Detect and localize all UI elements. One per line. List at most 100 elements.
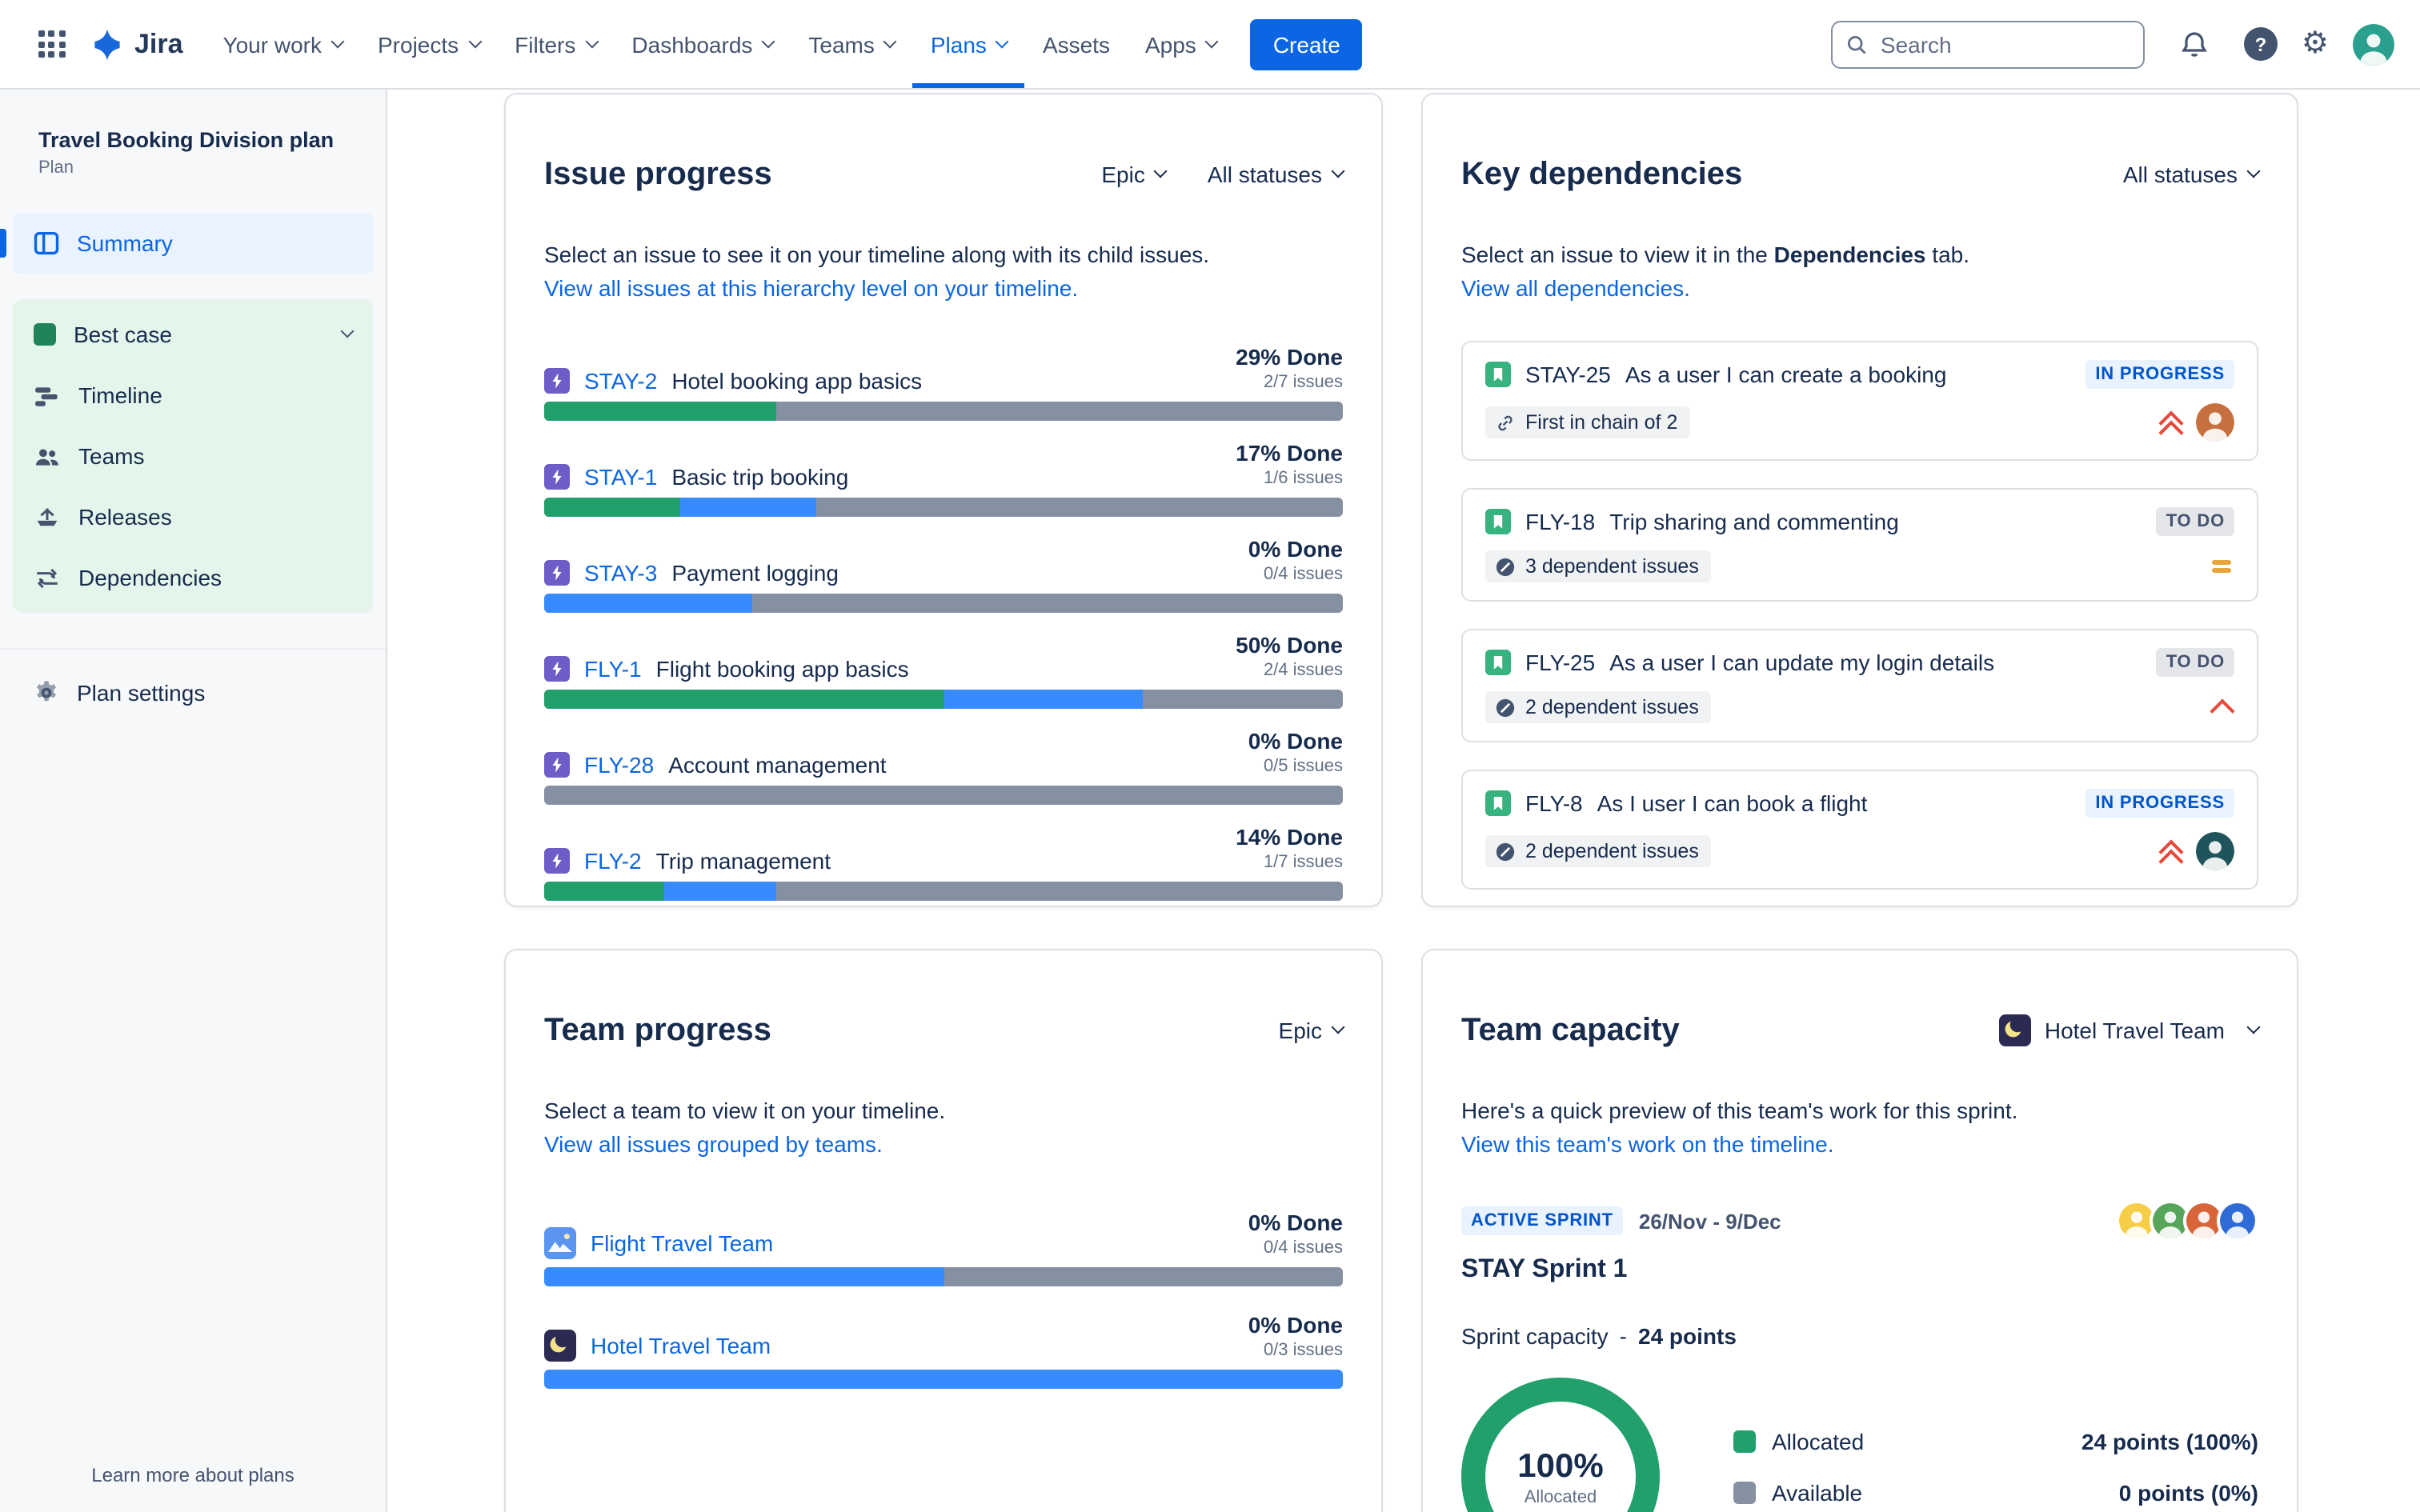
card-description: Here's a quick preview of this team's wo… [1461, 1098, 2018, 1124]
learn-more-link[interactable]: Learn more about plans [91, 1464, 294, 1486]
issue-count: 1/7 issues [1263, 853, 1343, 873]
sidebar-item-label: Dependencies [78, 565, 222, 590]
settings-section: Plan settings [0, 648, 386, 723]
available-swatch [1733, 1482, 1756, 1505]
dependency-item[interactable]: FLY-18 Trip sharing and commenting TO DO… [1461, 488, 2258, 602]
jira-logo[interactable]: Jira [90, 26, 183, 62]
key-dependencies-card: Key dependencies All statuses Select an … [1421, 93, 2298, 907]
dependency-item[interactable]: FLY-25 As a user I can update my login d… [1461, 629, 2258, 743]
priority-icon [2209, 694, 2234, 720]
view-team-work-link[interactable]: View this team's work on the timeline. [1461, 1131, 1834, 1158]
filter-label: All statuses [1207, 162, 1322, 188]
hierarchy-filter-dropdown[interactable]: Epic [1279, 1018, 1345, 1043]
sidebar-item-timeline[interactable]: Timeline [13, 365, 373, 426]
status-badge: TO DO [2156, 648, 2234, 678]
issue-key-link[interactable]: FLY-1 [584, 656, 642, 682]
hotel-team-avatar [1999, 1014, 2032, 1047]
gear-icon [37, 681, 56, 702]
search-input[interactable] [1830, 20, 2145, 68]
chain-icon [1498, 415, 1512, 430]
issue-row: FLY-1 Flight booking app basics 50% Done 2… [544, 632, 1343, 710]
nav-item-label: Assets [1042, 31, 1110, 57]
filter-label: Epic [1101, 162, 1145, 188]
notifications-icon[interactable] [2169, 18, 2220, 70]
issue-key-link[interactable]: FLY-28 [584, 752, 655, 778]
issue-summary: As I user I can book a flight [1597, 790, 1868, 817]
issue-summary: Trip sharing and commenting [1609, 509, 1899, 535]
dependency-list: STAY-25 As a user I can create a booking… [1461, 341, 2258, 890]
epic-icon [544, 464, 570, 490]
filter-label: All statuses [2122, 162, 2238, 188]
legend-value: 24 points (100%) [2081, 1429, 2258, 1455]
scenario-group: Best case Timeline Teams Releases Depend… [13, 299, 373, 613]
progress-bar [544, 402, 1343, 422]
team-name-link[interactable]: Hotel Travel Team [591, 1333, 771, 1359]
sidebar-item-summary[interactable]: Summary [13, 213, 373, 274]
summary-board-icon [34, 231, 59, 255]
team-selector-label: Hotel Travel Team [2044, 1018, 2225, 1044]
capacity-label: Sprint capacity [1461, 1323, 1609, 1350]
plan-header: Travel Booking Division plan Plan [0, 128, 386, 178]
issue-key-link[interactable]: FLY-2 [584, 848, 642, 874]
sidebar-item-dependencies[interactable]: Dependencies [13, 547, 373, 608]
issue-summary: As a user I can create a booking [1625, 362, 1947, 388]
chevron-down-icon [2246, 164, 2261, 178]
epic-icon [544, 656, 570, 682]
chain-badge-label: First in chain of 2 [1525, 411, 1678, 434]
sidebar-item-label: Plan settings [77, 680, 206, 706]
sidebar-item-label: Summary [77, 230, 173, 256]
view-all-dependencies-link[interactable]: View all dependencies. [1461, 275, 1690, 302]
user-avatar[interactable] [2353, 23, 2394, 65]
dependent-issues-label: 2 dependent issues [1525, 840, 1699, 863]
chevron-down-icon [1154, 164, 1168, 178]
nav-assets[interactable]: Assets [1025, 0, 1128, 88]
status-filter-dropdown[interactable]: All statuses [1207, 162, 1345, 188]
team-selector-dropdown[interactable]: Hotel Travel Team [1999, 1014, 2261, 1047]
percent-done: 0% Done [1248, 1312, 1343, 1338]
nav-teams[interactable]: Teams [791, 0, 912, 88]
sprint-row: ACTIVE SPRINT 26/Nov - 9/Dec [1461, 1200, 2258, 1242]
donut-label: Allocated [1524, 1487, 1597, 1507]
scenario-selector[interactable]: Best case [13, 304, 373, 365]
issue-count: 0/3 issues [1263, 1341, 1343, 1361]
issue-key-link[interactable]: STAY-2 [584, 368, 658, 394]
issue-key-link[interactable]: STAY-3 [584, 560, 658, 586]
issue-summary: Payment logging [671, 560, 839, 586]
nav-projects[interactable]: Projects [360, 0, 497, 88]
scenario-label: Best case [74, 322, 172, 347]
create-button[interactable]: Create [1250, 18, 1363, 70]
sidebar-item-releases[interactable]: Releases [13, 486, 373, 547]
card-description: Select an issue to see it on your timeli… [544, 242, 1210, 268]
chevron-down-icon [1331, 1020, 1345, 1034]
settings-icon[interactable] [2302, 29, 2329, 59]
help-icon[interactable] [2243, 27, 2278, 61]
issue-key-link[interactable]: STAY-1 [584, 464, 658, 490]
sidebar-item-plan-settings[interactable]: Plan settings [13, 662, 373, 723]
capacity-donut: 100% Allocated [1461, 1378, 1660, 1512]
nav-filters[interactable]: Filters [497, 0, 614, 88]
nav-your-work[interactable]: Your work [206, 0, 361, 88]
sidebar-item-teams[interactable]: Teams [13, 426, 373, 486]
card-title: Key dependencies [1461, 156, 1743, 192]
chevron-down-icon [340, 324, 355, 338]
nav-plans[interactable]: Plans [912, 0, 1025, 88]
nav-item-label: Filters [515, 31, 576, 57]
team-name-link[interactable]: Flight Travel Team [591, 1230, 774, 1257]
app-switcher-icon[interactable] [26, 18, 77, 70]
progress-bar [544, 690, 1343, 710]
nav-dashboards[interactable]: Dashboards [614, 0, 791, 88]
hierarchy-filter-dropdown[interactable]: Epic [1101, 162, 1168, 188]
dependency-item[interactable]: STAY-25 As a user I can create a booking… [1461, 341, 2258, 462]
epic-icon [544, 752, 570, 778]
search-box [1830, 20, 2145, 68]
view-all-issues-link[interactable]: View all issues at this hierarchy level … [544, 275, 1079, 302]
sidebar-item-label: Timeline [78, 382, 162, 408]
view-issues-by-team-link[interactable]: View all issues grouped by teams. [544, 1131, 883, 1158]
nav-item-label: Projects [378, 31, 459, 57]
dependency-item[interactable]: FLY-8 As I user I can book a flight IN P… [1461, 770, 2258, 890]
status-filter-dropdown[interactable]: All statuses [2122, 162, 2261, 188]
issue-progress-card: Issue progress Epic All statuses Select … [504, 93, 1383, 907]
issue-count: 0/5 issues [1263, 757, 1343, 777]
chevron-down-icon [467, 34, 482, 48]
nav-apps[interactable]: Apps [1128, 0, 1235, 88]
